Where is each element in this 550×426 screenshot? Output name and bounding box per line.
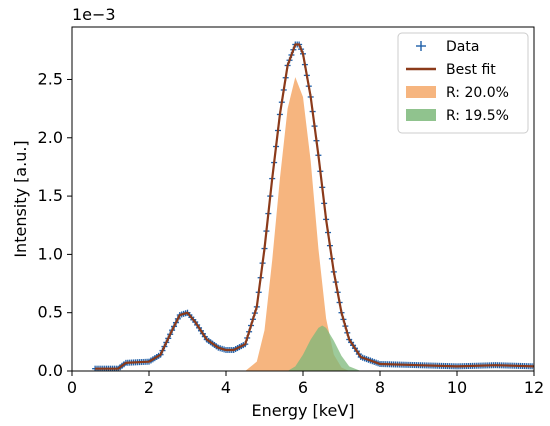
y-axis-ticks: 0.0 0.5 1.0 1.5 2.0 2.5 — [38, 69, 72, 380]
y-tick-label: 0.5 — [38, 303, 63, 322]
x-tick-label: 0 — [67, 378, 77, 397]
legend-item: Data — [416, 39, 479, 55]
legend-box — [397, 32, 529, 134]
y-tick-label: 1.0 — [38, 244, 63, 263]
x-tick-label: 12 — [524, 378, 544, 397]
x-axis-title: Energy [keV] — [251, 401, 354, 420]
legend-item: R: 20.0% — [406, 85, 509, 101]
x-tick-label: 10 — [447, 378, 467, 397]
y-tick-label: 0.0 — [38, 361, 63, 380]
legend-marker-patch — [406, 109, 436, 121]
legend: Data Best fit R: 20.0% R: 19.5% — [397, 32, 529, 134]
legend-label: Best fit — [446, 62, 496, 78]
best-fit-line — [95, 43, 534, 370]
legend-label: R: 19.5% — [446, 108, 509, 124]
legend-label: R: 20.0% — [446, 85, 509, 101]
y-tick-label: 1.5 — [38, 186, 63, 205]
y-axis-title: Intensity [a.u.] — [11, 140, 30, 257]
peak-fills — [245, 77, 361, 371]
y-tick-label: 2.5 — [38, 69, 63, 88]
peak-fill-1 — [245, 77, 350, 371]
legend-marker-patch — [406, 86, 436, 98]
legend-item: Best fit — [406, 62, 496, 78]
legend-item: R: 19.5% — [406, 108, 509, 124]
x-tick-label: 6 — [298, 378, 308, 397]
x-tick-label: 2 — [144, 378, 154, 397]
x-axis-ticks: 0 2 4 6 8 10 12 — [67, 371, 544, 397]
y-tick-label: 2.0 — [38, 128, 63, 147]
legend-label: Data — [446, 39, 479, 55]
x-tick-label: 8 — [375, 378, 385, 397]
peak-fill-2 — [287, 325, 361, 371]
best-fit-line-group — [95, 43, 534, 370]
x-tick-label: 4 — [221, 378, 231, 397]
y-scale-label: 1e−3 — [72, 5, 116, 24]
